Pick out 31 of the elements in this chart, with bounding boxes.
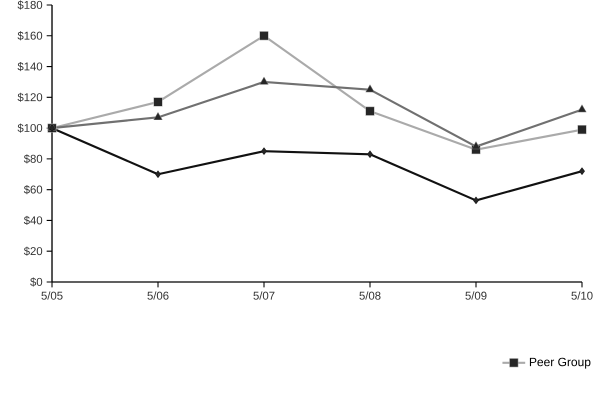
- point: [260, 76, 268, 85]
- point: [259, 31, 269, 40]
- point: [577, 125, 587, 134]
- point: [155, 170, 161, 178]
- y-tick-label: $20: [24, 246, 42, 256]
- point: [367, 150, 373, 158]
- point: [153, 97, 163, 106]
- point: [365, 106, 375, 116]
- y-tick-label: $140: [18, 62, 42, 72]
- y-tick-label: $60: [24, 185, 42, 194]
- y-tick-label: $100: [18, 124, 42, 133]
- legend-label: Peer Group: [530, 358, 590, 369]
- point: [261, 147, 267, 155]
- point: [154, 112, 162, 120]
- point: [472, 141, 480, 150]
- point: [473, 196, 479, 204]
- y-tick-label: $40: [24, 216, 42, 226]
- y-tick-label: $160: [18, 31, 42, 40]
- point: [579, 167, 585, 175]
- x-tick-label: 5/07: [253, 291, 274, 300]
- x-tick-label: 5/05: [41, 291, 63, 300]
- point: [578, 104, 586, 112]
- y-tick-label: $180: [18, 0, 42, 10]
- x-tick-label: 5/10: [571, 291, 593, 300]
- y-tick-label: $80: [24, 154, 42, 164]
- x-tick-label: 5/08: [359, 291, 381, 300]
- y-tick-label: $0: [30, 277, 42, 287]
- y-tick-label: $120: [18, 92, 42, 102]
- x-tick-label: 5/06: [147, 291, 169, 300]
- x-tick-label: 5/09: [465, 291, 486, 300]
- point: [366, 84, 374, 92]
